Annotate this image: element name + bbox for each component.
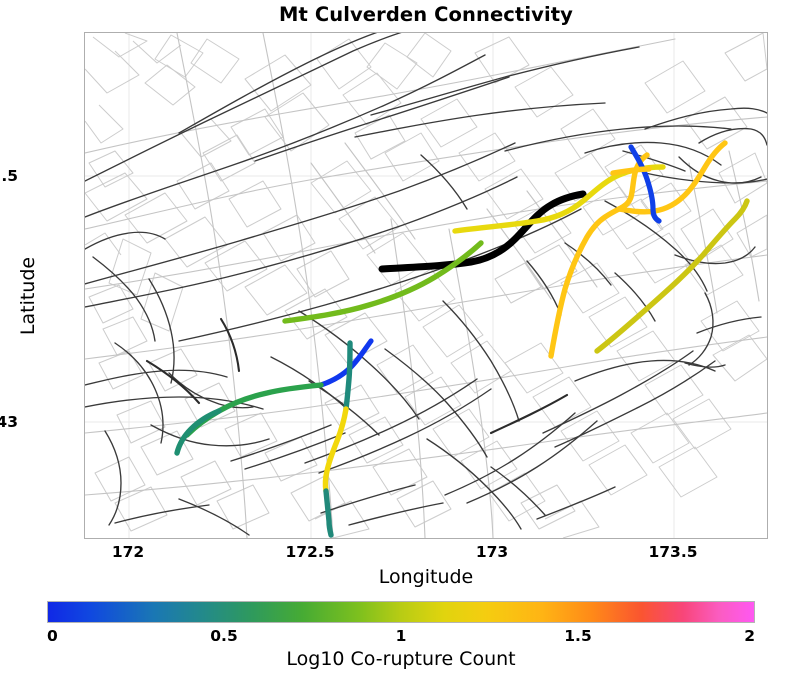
colorbar-tick-label: 1 xyxy=(395,627,407,645)
fault-trace-green-central[interactable] xyxy=(282,240,484,324)
fault-map-svg xyxy=(85,33,767,538)
xtick-label: 173 xyxy=(475,543,509,561)
colorbar-tick-label: 0.5 xyxy=(210,627,238,645)
colorbar-tick-label: 1.5 xyxy=(564,627,592,645)
xtick-label: 172 xyxy=(111,543,145,561)
colorbar-tick-label: 2 xyxy=(744,627,755,645)
fault-trace-yellow-stub[interactable] xyxy=(610,166,652,176)
xtick-label: 173.5 xyxy=(648,543,698,561)
fault-trace-teal-lower[interactable] xyxy=(323,488,334,538)
fault-trace-blue-northeast[interactable] xyxy=(628,144,662,224)
page-title: Mt Culverden Connectivity xyxy=(279,3,573,26)
ytick-label: -42.5 xyxy=(0,167,18,185)
fault-trace-blue-mid[interactable] xyxy=(318,338,374,388)
fault-trace-teal-south[interactable] xyxy=(174,408,222,456)
fault-trace-yellow-east[interactable] xyxy=(548,152,650,359)
source-fault-mt-culverden[interactable] xyxy=(378,190,587,273)
ytick-label: -43 xyxy=(0,413,18,431)
fault-trace-yellow-upper-right[interactable] xyxy=(616,140,728,215)
colorbar-tick-label: 0 xyxy=(47,627,58,645)
y-axis-label: Latitude xyxy=(17,256,39,336)
colorbar-label: Log10 Co-rupture Count xyxy=(286,648,516,670)
colorbar-gradient xyxy=(47,601,755,623)
x-axis-label: Longitude xyxy=(378,566,474,588)
fault-trace-yellow-northeast[interactable] xyxy=(594,198,750,354)
background-fault-traces-dark-thick xyxy=(145,317,569,435)
map-axes[interactable] xyxy=(84,32,768,539)
fault-trace-yellow-vertical[interactable] xyxy=(322,406,349,494)
fault-trace-teal-vertical-upper[interactable] xyxy=(343,340,353,412)
fault-trace-green-teal-south[interactable] xyxy=(184,382,324,438)
colorbar[interactable]: 0 0.5 1 1.5 2 xyxy=(47,601,755,645)
xtick-label: 172.5 xyxy=(285,543,335,561)
